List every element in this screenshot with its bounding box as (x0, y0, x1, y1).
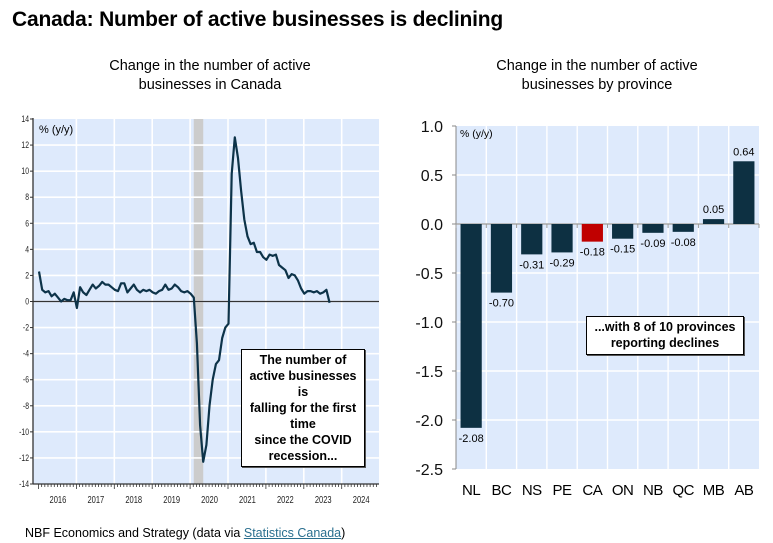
bar-chart-annotation: ...with 8 of 10 provinces reporting decli… (586, 316, 744, 355)
y-tick-label: -2.5 (415, 462, 443, 479)
bar-value-label: -2.08 (459, 433, 484, 445)
bar-pe (551, 224, 573, 253)
y-tick-label: 12 (21, 140, 29, 150)
annotation-line: reporting declines (610, 336, 720, 350)
bar-value-label: -0.09 (640, 238, 665, 250)
bar-value-label: 0.64 (733, 146, 754, 158)
footer-source: NBF Economics and Strategy (data via Sta… (25, 526, 345, 540)
y-tick-label: -0.5 (415, 266, 443, 283)
bar-value-label: -0.70 (489, 298, 514, 310)
x-category-label: ON (612, 482, 634, 499)
y-axis-unit-label: % (y/y) (39, 124, 73, 136)
bar-chart-title-line2: businesses by province (521, 77, 673, 93)
y-tick-label: -2.0 (415, 413, 443, 430)
y-tick-label: -14 (19, 479, 29, 489)
x-tick-label: 2023 (315, 494, 332, 505)
x-tick-label: 2021 (239, 494, 256, 505)
y-tick-label: 0.0 (421, 217, 443, 234)
bar-mb (702, 219, 725, 224)
footer-text: NBF Economics and Strategy (data via (25, 526, 244, 540)
x-tick-label: 2019 (163, 494, 180, 505)
x-category-label: NL (462, 482, 480, 499)
bar-nb (642, 224, 664, 233)
bar-value-label: -0.08 (671, 237, 696, 249)
x-tick-label: 2017 (87, 494, 104, 505)
y-tick-label: -1.0 (415, 315, 443, 332)
y-tick-label: 1.0 (421, 119, 443, 136)
bar-chart-title: Change in the number of active businesse… (467, 57, 727, 95)
y-tick-label: -1.5 (415, 364, 443, 381)
bar-on (612, 224, 634, 239)
annotation-line: ...with 8 of 10 provinces (594, 320, 736, 334)
bar-ca (581, 224, 603, 242)
y-tick-label: 2 (25, 270, 29, 280)
y-tick-label: -6 (23, 375, 29, 385)
y-tick-label: 6 (25, 218, 29, 228)
statistics-canada-link[interactable]: Statistics Canada (243, 526, 342, 540)
x-category-label: AB (734, 482, 754, 499)
x-tick-label: 2022 (277, 494, 294, 505)
annotation-line: falling for the first (249, 401, 357, 415)
y-tick-label: 10 (21, 166, 29, 176)
y-tick-label: -12 (19, 453, 29, 463)
annotation-line: active businesses (249, 369, 357, 383)
series-line-active-businesses (37, 136, 331, 463)
x-category-label: PE (553, 482, 573, 499)
x-category-label: QC (673, 482, 695, 499)
y-tick-label: 8 (25, 192, 29, 202)
x-category-label: BC (492, 482, 513, 499)
line-chart-annotation: The number of active businesses is falling … (241, 349, 365, 467)
line-chart-title: Change in the number of active businesse… (80, 57, 340, 95)
y-tick-label: -10 (19, 427, 29, 437)
line-chart-title-line2: businesses in Canada (138, 77, 282, 93)
annotation-line: is (297, 385, 309, 399)
y-tick-label: 4 (25, 244, 29, 254)
bar-value-label: -0.18 (580, 247, 605, 259)
bar-chart-title-line1: Change in the number of active (496, 58, 698, 74)
x-category-label: MB (703, 482, 725, 499)
bar-value-label: 0.05 (703, 204, 724, 216)
page-title: Canada: Number of active businesses is d… (12, 8, 504, 31)
bar-bc (490, 224, 513, 293)
y-tick-label: -2 (23, 323, 29, 333)
line-chart-title-line1: Change in the number of active (109, 58, 311, 74)
y-tick-label: -8 (23, 401, 29, 411)
annotation-line: recession... (268, 449, 338, 463)
bar-ns (521, 224, 543, 255)
bar-qc (672, 224, 694, 232)
bar-ab (733, 161, 755, 224)
x-category-label: NS (522, 482, 542, 499)
x-category-label: NB (643, 482, 663, 499)
x-tick-label: 2020 (201, 494, 218, 505)
y-tick-label: -4 (23, 349, 29, 359)
x-category-label: CA (582, 482, 602, 499)
y-axis-unit-label: % (y/y) (460, 128, 493, 140)
y-tick-label: 0 (25, 296, 29, 306)
bar-nl (460, 224, 482, 428)
bar-value-label: -0.29 (550, 257, 575, 269)
y-tick-label: 0.5 (421, 168, 443, 185)
x-tick-label: 2024 (353, 494, 370, 505)
x-tick-label: 2016 (50, 494, 67, 505)
y-tick-label: 14 (21, 114, 29, 124)
annotation-line: The number of (259, 353, 347, 367)
x-tick-label: 2018 (125, 494, 142, 505)
bar-value-label: -0.31 (519, 259, 544, 271)
bar-value-label: -0.15 (610, 244, 635, 256)
annotation-line: time (290, 417, 316, 431)
annotation-line: since the COVID (254, 433, 352, 447)
footer-end: ) (341, 526, 346, 540)
